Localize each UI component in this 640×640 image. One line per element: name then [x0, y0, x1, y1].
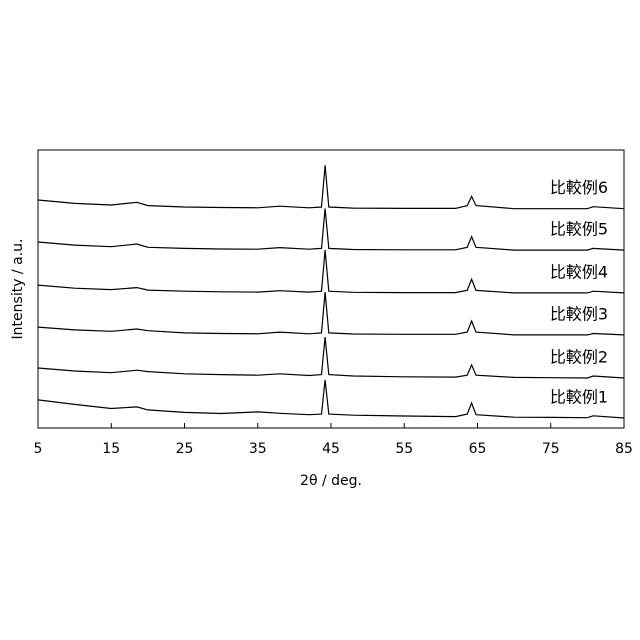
- series-label: 比較例1: [550, 387, 608, 406]
- x-tick-label: 65: [469, 441, 487, 457]
- chart: 2θ / deg. Intensity / a.u. 5 15 25 35 45 55 65…: [0, 0, 640, 640]
- x-tick-label: 55: [395, 441, 413, 457]
- x-tick-label: 35: [249, 441, 267, 457]
- trace-line: [38, 165, 624, 208]
- trace-line: [38, 208, 624, 250]
- x-tick-label: 75: [542, 441, 560, 457]
- series-label: 比較例4: [550, 262, 608, 281]
- trace-line: [38, 337, 624, 378]
- x-tick-label: 85: [615, 441, 633, 457]
- x-axis-label: 2θ / deg.: [300, 473, 362, 489]
- x-tick-label: 45: [322, 441, 340, 457]
- x-tick-label: 15: [102, 441, 120, 457]
- series-label: 比較例6: [550, 178, 608, 197]
- y-axis-label: Intensity / a.u.: [10, 239, 26, 340]
- trace-line: [38, 250, 624, 293]
- trace-line: [38, 380, 624, 418]
- x-tick-label: 5: [34, 441, 43, 457]
- series-label: 比較例5: [550, 220, 608, 239]
- x-tick-label: 25: [176, 441, 194, 457]
- series-label: 比較例3: [550, 304, 608, 323]
- series-label: 比較例2: [550, 347, 608, 366]
- trace-line: [38, 292, 624, 335]
